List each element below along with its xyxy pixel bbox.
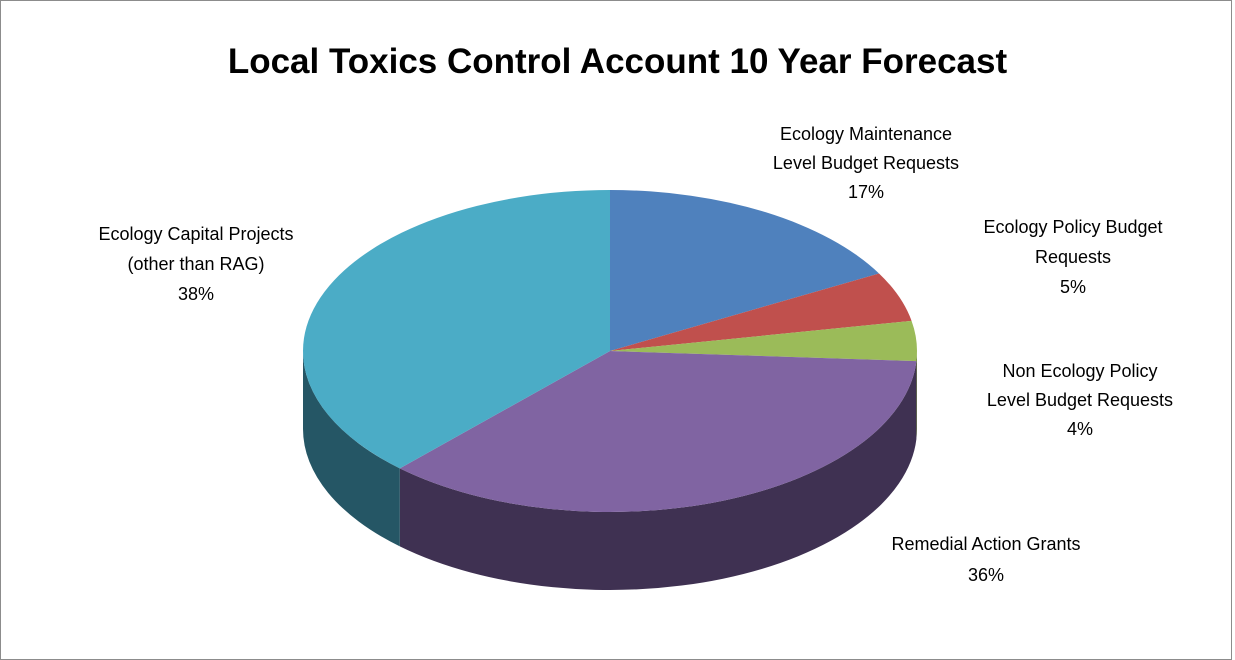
pie-chart: Ecology Maintenance Level Budget Requests… [98, 124, 1173, 590]
slice-label-line: 5% [1060, 277, 1086, 297]
slice-label-line: 38% [178, 284, 214, 304]
slice-label-ecology-maintenance-level-budget-requests: Ecology Maintenance Level Budget Requests… [773, 124, 959, 202]
slice-label-ecology-policy-budget-requests: Ecology Policy Budget Requests 5% [983, 217, 1162, 297]
slice-label-line: 17% [848, 182, 884, 202]
slice-label-ecology-capital-projects-other-than-rag: Ecology Capital Projects (other than RAG)… [98, 224, 293, 304]
slice-label-line: Non Ecology Policy [1002, 361, 1157, 381]
slice-label-line: Level Budget Requests [773, 153, 959, 173]
pie-slice-ecology-capital-projects-other-than-rag [303, 190, 610, 469]
pie-side-remedial-action-grants [399, 361, 917, 590]
slice-label-line: Ecology Maintenance [780, 124, 952, 144]
slice-label-line: Ecology Policy Budget [983, 217, 1162, 237]
slice-label-line: Ecology Capital Projects [98, 224, 293, 244]
slice-label-line: (other than RAG) [127, 254, 264, 274]
slice-label-line: 4% [1067, 419, 1093, 439]
slice-label-line: Requests [1035, 247, 1111, 267]
slice-label-non-ecology-policy-level-budget-requests: Non Ecology Policy Level Budget Requests 4… [987, 361, 1173, 439]
chart-title: Local Toxics Control Account 10 Year For… [227, 42, 1008, 81]
pie-side-non-ecology-policy-level-budget-requests [916, 351, 917, 440]
slice-label-line: Remedial Action Grants [891, 534, 1080, 554]
pie-slice-remedial-action-grants [399, 351, 917, 512]
slice-label-line: 36% [968, 565, 1004, 585]
slice-label-line: Level Budget Requests [987, 390, 1173, 410]
pie-slice-non-ecology-policy-level-budget-requests [610, 320, 917, 362]
pie-slice-ecology-maintenance-level-budget-requests [610, 190, 880, 351]
pie-slice-ecology-policy-budget-requests [610, 273, 912, 351]
pie-side-ecology-capital-projects-other-than-rag [303, 351, 400, 547]
slice-label-remedial-action-grants: Remedial Action Grants 36% [891, 534, 1080, 585]
